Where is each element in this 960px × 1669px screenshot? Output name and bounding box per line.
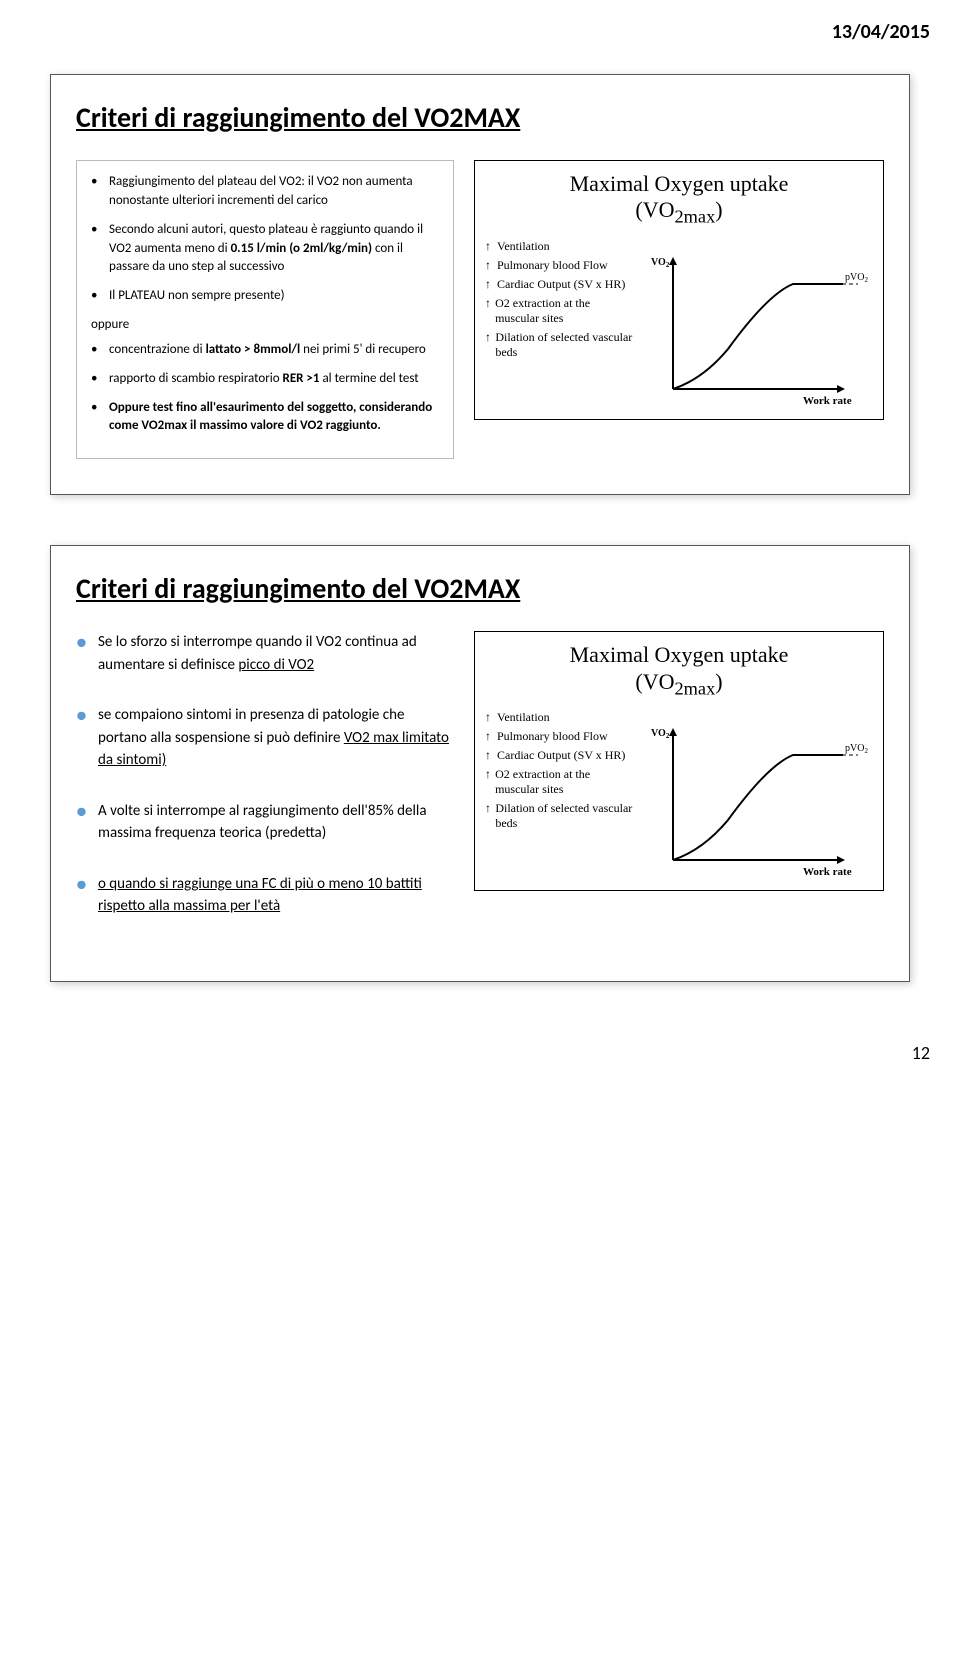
oppure-label: oppure — [91, 316, 439, 335]
page-date: 13/04/2015 — [0, 0, 960, 44]
text-underline: o quando si raggiunge una FC di più o me… — [98, 875, 422, 916]
criterion-increment: • Secondo alcuni autori, questo plateau … — [91, 221, 439, 278]
factor-line: ↑Pulmonary blood Flow — [485, 258, 635, 273]
bullet-dot-icon: • — [91, 370, 109, 389]
chart-container-2: Maximal Oxygen uptake(VO2max)↑Ventilatio… — [474, 631, 884, 946]
factor-text: O2 extraction at the muscular sites — [495, 296, 635, 326]
factor-line: ↑Cardiac Output (SV x HR) — [485, 277, 635, 292]
slide1-criteria-box: • Raggiungimento del plateau del VO2: il… — [76, 160, 454, 459]
svg-text:Work rate: Work rate — [803, 395, 852, 407]
bullet-symptom-limited: ● se compaiono sintomi in presenza di pa… — [76, 704, 454, 772]
chart-title: Maximal Oxygen uptake(VO2max) — [485, 171, 873, 229]
factor-line: ↑Ventilation — [485, 710, 635, 725]
up-arrow-icon: ↑ — [485, 330, 495, 360]
up-arrow-icon: ↑ — [485, 748, 497, 763]
criterion-exhaustion: • Oppure test fino all'esaurimento del s… — [91, 399, 439, 437]
text-bold: Oppure test fino all'esaurimento del sog… — [109, 400, 432, 434]
slide-1: Criteri di raggiungimento del VO2MAX • R… — [50, 74, 910, 495]
criterion-not-always: • Il PLATEAU non sempre presente) — [91, 287, 439, 306]
factor-text: Ventilation — [497, 710, 550, 725]
factor-list: ↑Ventilation↑Pulmonary blood Flow↑Cardia… — [485, 710, 635, 880]
bullet-circle-icon: ● — [76, 873, 98, 918]
bullet-dot-icon: • — [91, 341, 109, 360]
factor-text: Cardiac Output (SV x HR) — [497, 277, 625, 292]
factor-text: Cardiac Output (SV x HR) — [497, 748, 625, 763]
factor-text: Dilation of selected vascular beds — [495, 330, 635, 360]
text-span: concentrazione di — [109, 342, 206, 357]
text-bold: lattato > 8mmol/l — [206, 342, 301, 357]
factor-line: ↑Cardiac Output (SV x HR) — [485, 748, 635, 763]
criterion-lactate: • concentrazione di lattato > 8mmol/l ne… — [91, 341, 439, 360]
bullet-circle-icon: ● — [76, 800, 98, 845]
up-arrow-icon: ↑ — [485, 258, 497, 273]
bullet-85pct: ● A volte si interrompe al raggiungiment… — [76, 800, 454, 845]
svg-text:pVO2: pVO2 — [845, 272, 868, 284]
up-arrow-icon: ↑ — [485, 239, 497, 254]
bullet-dot-icon: • — [91, 173, 109, 211]
bullet-fc-range: ● o quando si raggiunge una FC di più o … — [76, 873, 454, 918]
chart-container-1: Maximal Oxygen uptake(VO2max)↑Ventilatio… — [474, 160, 884, 459]
slide2-bullet-list: ● Se lo sforzo si interrompe quando il V… — [76, 631, 454, 918]
criterion-plateau: • Raggiungimento del plateau del VO2: il… — [91, 173, 439, 211]
up-arrow-icon: ↑ — [485, 767, 495, 797]
slide2-title: Criteri di raggiungimento del VO2MAX — [76, 571, 884, 606]
slide1-title: Criteri di raggiungimento del VO2MAX — [76, 100, 884, 135]
factor-text: O2 extraction at the muscular sites — [495, 767, 635, 797]
bullet-circle-icon: ● — [76, 704, 98, 772]
factor-list: ↑Ventilation↑Pulmonary blood Flow↑Cardia… — [485, 239, 635, 409]
factor-line: ↑Ventilation — [485, 239, 635, 254]
criterion-text: Raggiungimento del plateau del VO2: il V… — [109, 173, 439, 211]
text-span: al termine del test — [320, 371, 419, 386]
vo2max-chart-block: Maximal Oxygen uptake(VO2max)↑Ventilatio… — [474, 160, 884, 420]
criterion-text: rapporto di scambio respiratorio RER >1 … — [109, 370, 439, 389]
factor-line: ↑Dilation of selected vascular beds — [485, 330, 635, 360]
text-underline: picco di VO2 — [238, 656, 314, 674]
factor-line: ↑Pulmonary blood Flow — [485, 729, 635, 744]
bullet-dot-icon: • — [91, 287, 109, 306]
bullet-dot-icon: • — [91, 399, 109, 437]
factor-text: Pulmonary blood Flow — [497, 729, 608, 744]
criterion-text: Il PLATEAU non sempre presente) — [109, 287, 439, 306]
svg-text:VO2: VO2 — [651, 728, 670, 740]
svg-text:pVO2: pVO2 — [845, 743, 868, 755]
factor-text: Pulmonary blood Flow — [497, 258, 608, 273]
up-arrow-icon: ↑ — [485, 277, 497, 292]
factor-text: Dilation of selected vascular beds — [495, 801, 635, 831]
text-span: nei primi 5' di recupero — [300, 342, 426, 357]
bullet-dot-icon: • — [91, 221, 109, 278]
text-span: rapporto di scambio respiratorio — [109, 371, 283, 386]
factor-text: Ventilation — [497, 239, 550, 254]
vo2max-curve-plot: VO2 pVO2 Work rate — [643, 710, 873, 880]
up-arrow-icon: ↑ — [485, 729, 497, 744]
up-arrow-icon: ↑ — [485, 296, 495, 326]
up-arrow-icon: ↑ — [485, 710, 497, 725]
bullet-text: Se lo sforzo si interrompe quando il VO2… — [98, 631, 454, 676]
criterion-text: Secondo alcuni autori, questo plateau è … — [109, 221, 439, 278]
criterion-text: concentrazione di lattato > 8mmol/l nei … — [109, 341, 439, 360]
vo2max-curve-plot: VO2 pVO2 Work rate — [643, 239, 873, 409]
chart-title: Maximal Oxygen uptake(VO2max) — [485, 642, 873, 700]
bullet-text: o quando si raggiunge una FC di più o me… — [98, 873, 454, 918]
factor-line: ↑O2 extraction at the muscular sites — [485, 296, 635, 326]
page-number: 12 — [0, 1032, 960, 1089]
svg-text:VO2: VO2 — [651, 257, 670, 269]
factor-line: ↑Dilation of selected vascular beds — [485, 801, 635, 831]
svg-text:Work rate: Work rate — [803, 866, 852, 878]
bullet-circle-icon: ● — [76, 631, 98, 676]
text-bold: 0.15 l/min (o 2ml/kg/min) — [231, 241, 373, 256]
bullet-text: A volte si interrompe al raggiungimento … — [98, 800, 454, 845]
text-bold: RER >1 — [283, 371, 320, 386]
criterion-rer: • rapporto di scambio respiratorio RER >… — [91, 370, 439, 389]
up-arrow-icon: ↑ — [485, 801, 495, 831]
factor-line: ↑O2 extraction at the muscular sites — [485, 767, 635, 797]
bullet-peak-vo2: ● Se lo sforzo si interrompe quando il V… — [76, 631, 454, 676]
slide-2: Criteri di raggiungimento del VO2MAX ● S… — [50, 545, 910, 982]
criterion-text: Oppure test fino all'esaurimento del sog… — [109, 399, 439, 437]
bullet-text: se compaiono sintomi in presenza di pato… — [98, 704, 454, 772]
vo2max-chart-block: Maximal Oxygen uptake(VO2max)↑Ventilatio… — [474, 631, 884, 891]
